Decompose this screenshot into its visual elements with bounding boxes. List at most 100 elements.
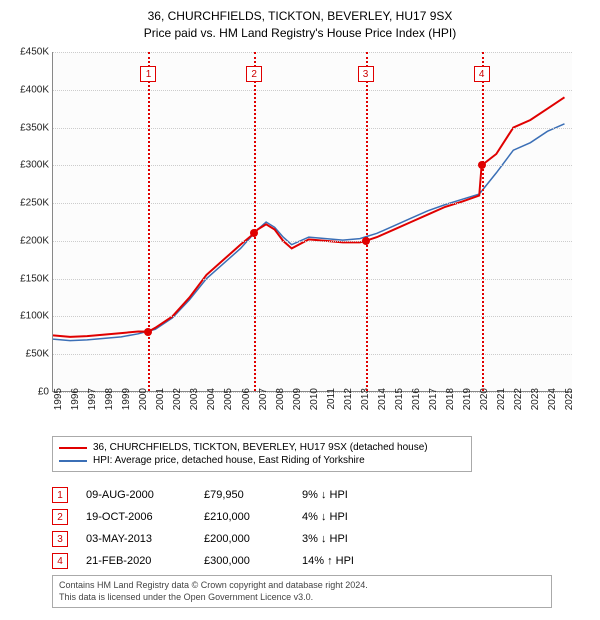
tx-price: £79,950 (204, 489, 284, 501)
price-marker (144, 328, 152, 336)
tx-number: 2 (52, 509, 68, 525)
event-marker-box: 1 (140, 66, 156, 82)
x-axis-label: 2017 (428, 388, 439, 410)
event-line (148, 52, 150, 391)
title-block: 36, CHURCHFIELDS, TICKTON, BEVERLEY, HU1… (0, 0, 600, 42)
chart-container: 36, CHURCHFIELDS, TICKTON, BEVERLEY, HU1… (0, 0, 600, 620)
footer-line1: Contains HM Land Registry data © Crown c… (59, 580, 545, 592)
tx-number: 3 (52, 531, 68, 547)
x-axis-label: 2009 (292, 388, 303, 410)
x-axis-label: 2022 (513, 388, 524, 410)
x-axis-label: 1996 (70, 388, 81, 410)
event-line (366, 52, 368, 391)
x-axis-label: 2024 (547, 388, 558, 410)
x-axis-label: 2023 (530, 388, 541, 410)
tx-diff: 14% ↑ HPI (302, 555, 412, 567)
chart-svg (53, 52, 572, 391)
x-axis-label: 1998 (104, 388, 115, 410)
y-axis-label: £250K (5, 198, 49, 209)
x-axis-label: 2008 (275, 388, 286, 410)
y-axis-label: £450K (5, 47, 49, 58)
x-axis-label: 2019 (462, 388, 473, 410)
legend-swatch (59, 460, 87, 462)
tx-diff: 4% ↓ HPI (302, 511, 412, 523)
x-axis-label: 2000 (138, 388, 149, 410)
event-marker-box: 3 (358, 66, 374, 82)
legend-row: HPI: Average price, detached house, East… (59, 454, 465, 467)
title-line1: 36, CHURCHFIELDS, TICKTON, BEVERLEY, HU1… (0, 8, 600, 25)
title-line2: Price paid vs. HM Land Registry's House … (0, 25, 600, 42)
transaction-row: 2 19-OCT-2006 £210,000 4% ↓ HPI (52, 506, 412, 528)
x-axis-label: 2015 (394, 388, 405, 410)
x-axis-label: 2010 (309, 388, 320, 410)
tx-date: 09-AUG-2000 (86, 489, 186, 501)
footer-line2: This data is licensed under the Open Gov… (59, 592, 545, 604)
legend-label: 36, CHURCHFIELDS, TICKTON, BEVERLEY, HU1… (93, 442, 428, 453)
gridline (53, 203, 572, 204)
legend: 36, CHURCHFIELDS, TICKTON, BEVERLEY, HU1… (52, 436, 472, 472)
x-axis-label: 2005 (223, 388, 234, 410)
y-axis-label: £150K (5, 273, 49, 284)
tx-date: 21-FEB-2020 (86, 555, 186, 567)
y-axis-label: £0 (5, 387, 49, 398)
x-axis-label: 2013 (360, 388, 371, 410)
x-axis-label: 2003 (189, 388, 200, 410)
x-axis-label: 2004 (206, 388, 217, 410)
x-axis-label: 2001 (155, 388, 166, 410)
x-axis-label: 1997 (87, 388, 98, 410)
legend-swatch (59, 447, 87, 449)
gridline (53, 241, 572, 242)
chart-area: £0£50K£100K£150K£200K£250K£300K£350K£400… (52, 52, 572, 392)
x-axis-label: 1999 (121, 388, 132, 410)
y-axis-label: £100K (5, 311, 49, 322)
tx-price: £300,000 (204, 555, 284, 567)
gridline (53, 165, 572, 166)
tx-diff: 3% ↓ HPI (302, 533, 412, 545)
event-marker-box: 2 (246, 66, 262, 82)
tx-price: £210,000 (204, 511, 284, 523)
event-marker-box: 4 (474, 66, 490, 82)
gridline (53, 128, 572, 129)
y-axis-label: £200K (5, 235, 49, 246)
x-axis-label: 2006 (241, 388, 252, 410)
x-axis-label: 2021 (496, 388, 507, 410)
legend-label: HPI: Average price, detached house, East… (93, 455, 365, 466)
gridline (53, 279, 572, 280)
gridline (53, 316, 572, 317)
x-axis-label: 2020 (479, 388, 490, 410)
transaction-row: 1 09-AUG-2000 £79,950 9% ↓ HPI (52, 484, 412, 506)
x-axis-label: 2011 (326, 388, 337, 410)
tx-date: 19-OCT-2006 (86, 511, 186, 523)
tx-date: 03-MAY-2013 (86, 533, 186, 545)
legend-row: 36, CHURCHFIELDS, TICKTON, BEVERLEY, HU1… (59, 441, 465, 454)
footer: Contains HM Land Registry data © Crown c… (52, 575, 552, 608)
x-axis-label: 2014 (377, 388, 388, 410)
y-axis-label: £400K (5, 84, 49, 95)
tx-number: 4 (52, 553, 68, 569)
gridline (53, 52, 572, 53)
y-axis-label: £50K (5, 349, 49, 360)
transaction-row: 3 03-MAY-2013 £200,000 3% ↓ HPI (52, 528, 412, 550)
gridline (53, 354, 572, 355)
gridline (53, 90, 572, 91)
x-axis-label: 2016 (411, 388, 422, 410)
price-marker (250, 229, 258, 237)
transaction-row: 4 21-FEB-2020 £300,000 14% ↑ HPI (52, 550, 412, 572)
series-line (53, 124, 564, 341)
price-marker (478, 161, 486, 169)
series-line (53, 97, 564, 337)
x-axis-label: 2012 (343, 388, 354, 410)
event-line (482, 52, 484, 391)
x-axis-label: 2025 (564, 388, 575, 410)
x-axis-label: 2007 (258, 388, 269, 410)
event-line (254, 52, 256, 391)
x-axis-label: 2002 (172, 388, 183, 410)
x-axis-label: 1995 (53, 388, 64, 410)
transaction-table: 1 09-AUG-2000 £79,950 9% ↓ HPI 2 19-OCT-2006 £… (52, 484, 412, 572)
x-axis-label: 2018 (445, 388, 456, 410)
tx-number: 1 (52, 487, 68, 503)
tx-diff: 9% ↓ HPI (302, 489, 412, 501)
y-axis-label: £300K (5, 160, 49, 171)
tx-price: £200,000 (204, 533, 284, 545)
y-axis-label: £350K (5, 122, 49, 133)
